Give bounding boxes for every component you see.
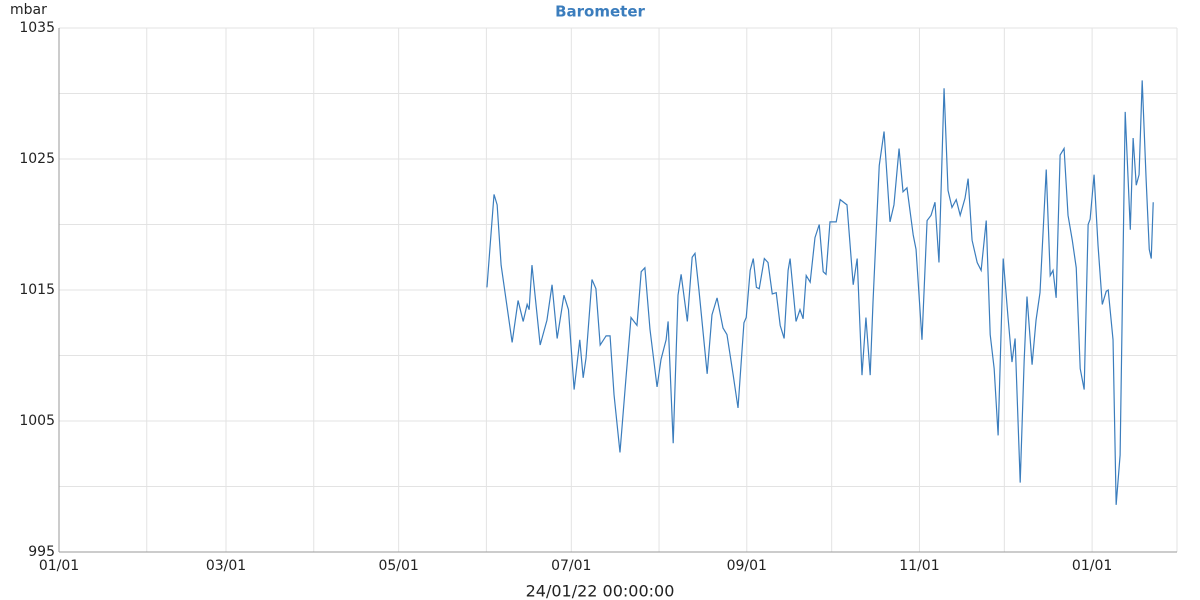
x-tick-label: 03/01 bbox=[206, 558, 246, 574]
x-tick-label: 01/01 bbox=[1072, 558, 1112, 574]
y-tick-label: 1025 bbox=[19, 151, 55, 167]
x-tick-label: 05/01 bbox=[378, 558, 418, 574]
y-tick-label: 1035 bbox=[19, 20, 55, 36]
x-tick-label: 01/01 bbox=[39, 558, 79, 574]
y-tick-label: 995 bbox=[28, 544, 55, 560]
x-tick-label: 11/01 bbox=[899, 558, 939, 574]
x-tick-label: 09/01 bbox=[727, 558, 767, 574]
y-tick-label: 1005 bbox=[19, 413, 55, 429]
x-tick-label: 07/01 bbox=[551, 558, 591, 574]
data-line bbox=[486, 80, 1154, 505]
chart-title: Barometer bbox=[555, 3, 645, 21]
y-tick-label: 1015 bbox=[19, 282, 55, 298]
y-axis-label: mbar bbox=[10, 2, 47, 18]
footer-time: 24/01/22 00:00:00 bbox=[526, 582, 675, 600]
